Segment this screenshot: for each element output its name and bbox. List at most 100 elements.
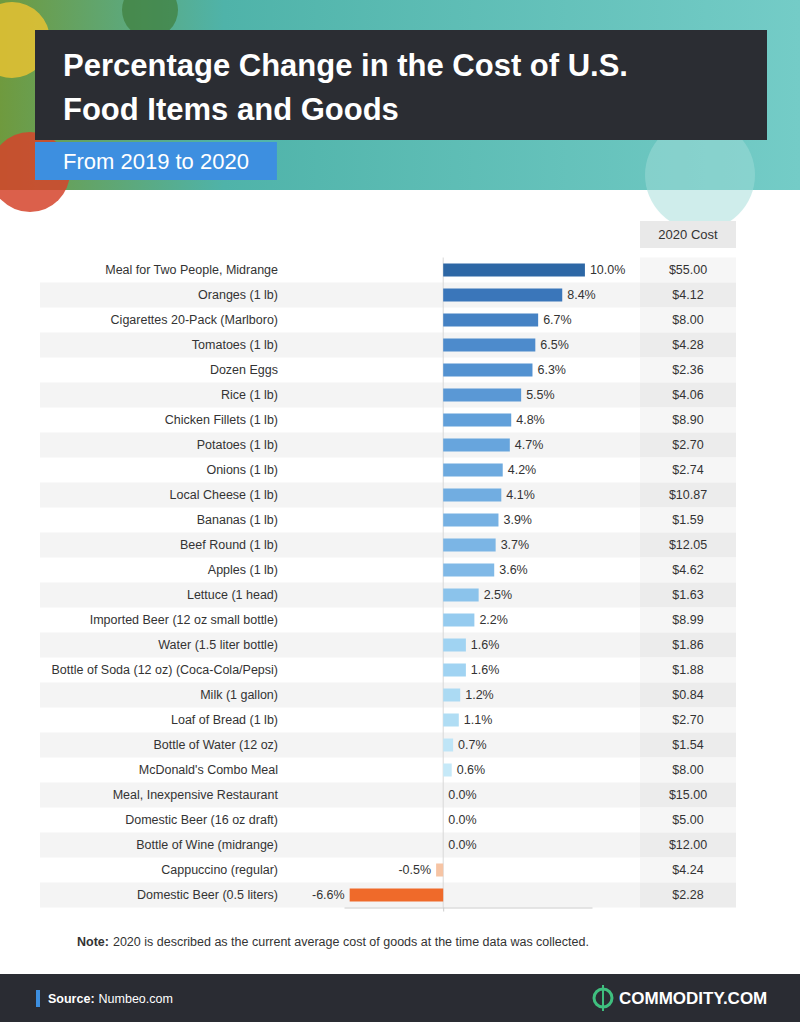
cost-cell	[640, 458, 736, 483]
data-label: 4.8%	[516, 413, 545, 427]
note: Note: 2020 is described as the current av…	[77, 935, 589, 949]
row-stripe	[40, 283, 640, 308]
cost-label: $8.99	[672, 613, 703, 627]
bar	[443, 464, 503, 477]
source: Source: Numbeo.com	[48, 992, 173, 1006]
cost-cell	[640, 533, 736, 558]
cost-label: $1.63	[672, 588, 703, 602]
cost-cell	[640, 858, 736, 883]
category-label: Bananas (1 lb)	[197, 513, 278, 527]
note-label: Note:	[77, 935, 109, 949]
bar	[443, 714, 459, 727]
cost-cell	[640, 383, 736, 408]
footer-background	[0, 974, 800, 1022]
cost-cell	[640, 358, 736, 383]
data-label: 6.5%	[540, 338, 569, 352]
category-label: Apples (1 lb)	[208, 563, 278, 577]
cost-cell	[640, 308, 736, 333]
data-label: 4.2%	[508, 463, 536, 477]
category-label: Beef Round (1 lb)	[180, 538, 278, 552]
cost-cell	[640, 333, 736, 358]
row-stripe	[40, 483, 640, 508]
row-stripe	[40, 783, 640, 808]
cost-header-box	[640, 221, 736, 248]
data-label: 1.1%	[464, 713, 493, 727]
data-label: 1.6%	[471, 663, 500, 677]
cost-cell	[640, 433, 736, 458]
data-label: 4.1%	[506, 488, 535, 502]
cost-cell	[640, 833, 736, 858]
cost-label: $2.28	[672, 888, 703, 902]
row-stripe	[40, 383, 640, 408]
cost-cell	[640, 708, 736, 733]
data-labels: 10.0%8.4%6.7%6.5%6.3%5.5%4.8%4.7%4.2%4.1…	[312, 263, 625, 902]
cost-cell	[640, 683, 736, 708]
note-text: 2020 is described as the current average…	[113, 935, 589, 949]
cost-cell	[640, 808, 736, 833]
bar	[443, 739, 453, 752]
cost-label: $4.28	[672, 338, 703, 352]
cost-label: $4.06	[672, 388, 703, 402]
cost-label: $12.05	[669, 538, 707, 552]
cost-label: $12.00	[669, 838, 707, 852]
bar	[443, 314, 538, 327]
row-stripe	[40, 683, 640, 708]
row-stripe	[40, 883, 640, 908]
data-label: 3.9%	[503, 513, 532, 527]
category-label: Loaf of Bread (1 lb)	[171, 713, 278, 727]
subtitle-group: From 2019 to 2020	[35, 142, 277, 180]
bar	[443, 514, 498, 527]
grid-line	[443, 258, 444, 908]
cost-label: $2.74	[672, 463, 703, 477]
bar	[443, 589, 478, 602]
cost-label: $4.62	[672, 563, 703, 577]
row-stripe	[40, 733, 640, 758]
category-labels: Meal for Two People, Midrange Oranges (1 …	[52, 263, 279, 902]
data-label: 10.0%	[590, 263, 625, 277]
cost-cell	[640, 508, 736, 533]
cost-cell	[640, 408, 736, 433]
category-label: Meal for Two People, Midrange	[105, 263, 278, 277]
bar	[443, 439, 510, 452]
bar	[443, 814, 444, 827]
data-label: 6.3%	[537, 363, 566, 377]
cost-label: $0.84	[672, 688, 703, 702]
data-label: 0.0%	[448, 838, 477, 852]
bar	[443, 414, 511, 427]
category-label: Meal, Inexpensive Restaurant	[113, 788, 279, 802]
category-label: Oranges (1 lb)	[198, 288, 278, 302]
x-axis-line	[345, 908, 593, 909]
category-label: Potatoes (1 lb)	[197, 438, 278, 452]
row-stripes	[40, 283, 640, 908]
category-label: Dozen Eggs	[210, 363, 278, 377]
bar	[443, 364, 532, 377]
bar	[443, 689, 460, 702]
category-label: Bottle of Water (12 oz)	[153, 738, 278, 752]
data-label: 0.7%	[458, 738, 487, 752]
cost-label: $15.00	[669, 788, 707, 802]
cost-cell	[640, 483, 736, 508]
data-label: -0.5%	[398, 863, 431, 877]
subtitle-box	[35, 142, 277, 180]
data-label: 0.0%	[448, 788, 477, 802]
cost-cell	[640, 258, 736, 283]
cost-label: $1.88	[672, 663, 703, 677]
title-box	[35, 30, 767, 140]
category-label: Milk (1 gallon)	[200, 688, 278, 702]
background	[0, 0, 800, 1022]
cost-cell	[640, 883, 736, 908]
cost-label: $1.59	[672, 513, 703, 527]
bar	[443, 339, 535, 352]
row-stripe	[40, 433, 640, 458]
row-stripe	[40, 833, 640, 858]
source-label: Source:	[48, 992, 95, 1006]
cost-cell	[640, 658, 736, 683]
data-label: 1.6%	[471, 638, 500, 652]
bar	[443, 264, 585, 277]
source-text: Numbeo.com	[99, 992, 173, 1006]
bar	[443, 664, 466, 677]
x-tick-mark	[443, 908, 444, 912]
data-label: 2.5%	[484, 588, 512, 602]
chart: Percentage Change in the Cost of U.S.Foo…	[0, 0, 800, 1022]
data-label: 1.2%	[465, 688, 494, 702]
